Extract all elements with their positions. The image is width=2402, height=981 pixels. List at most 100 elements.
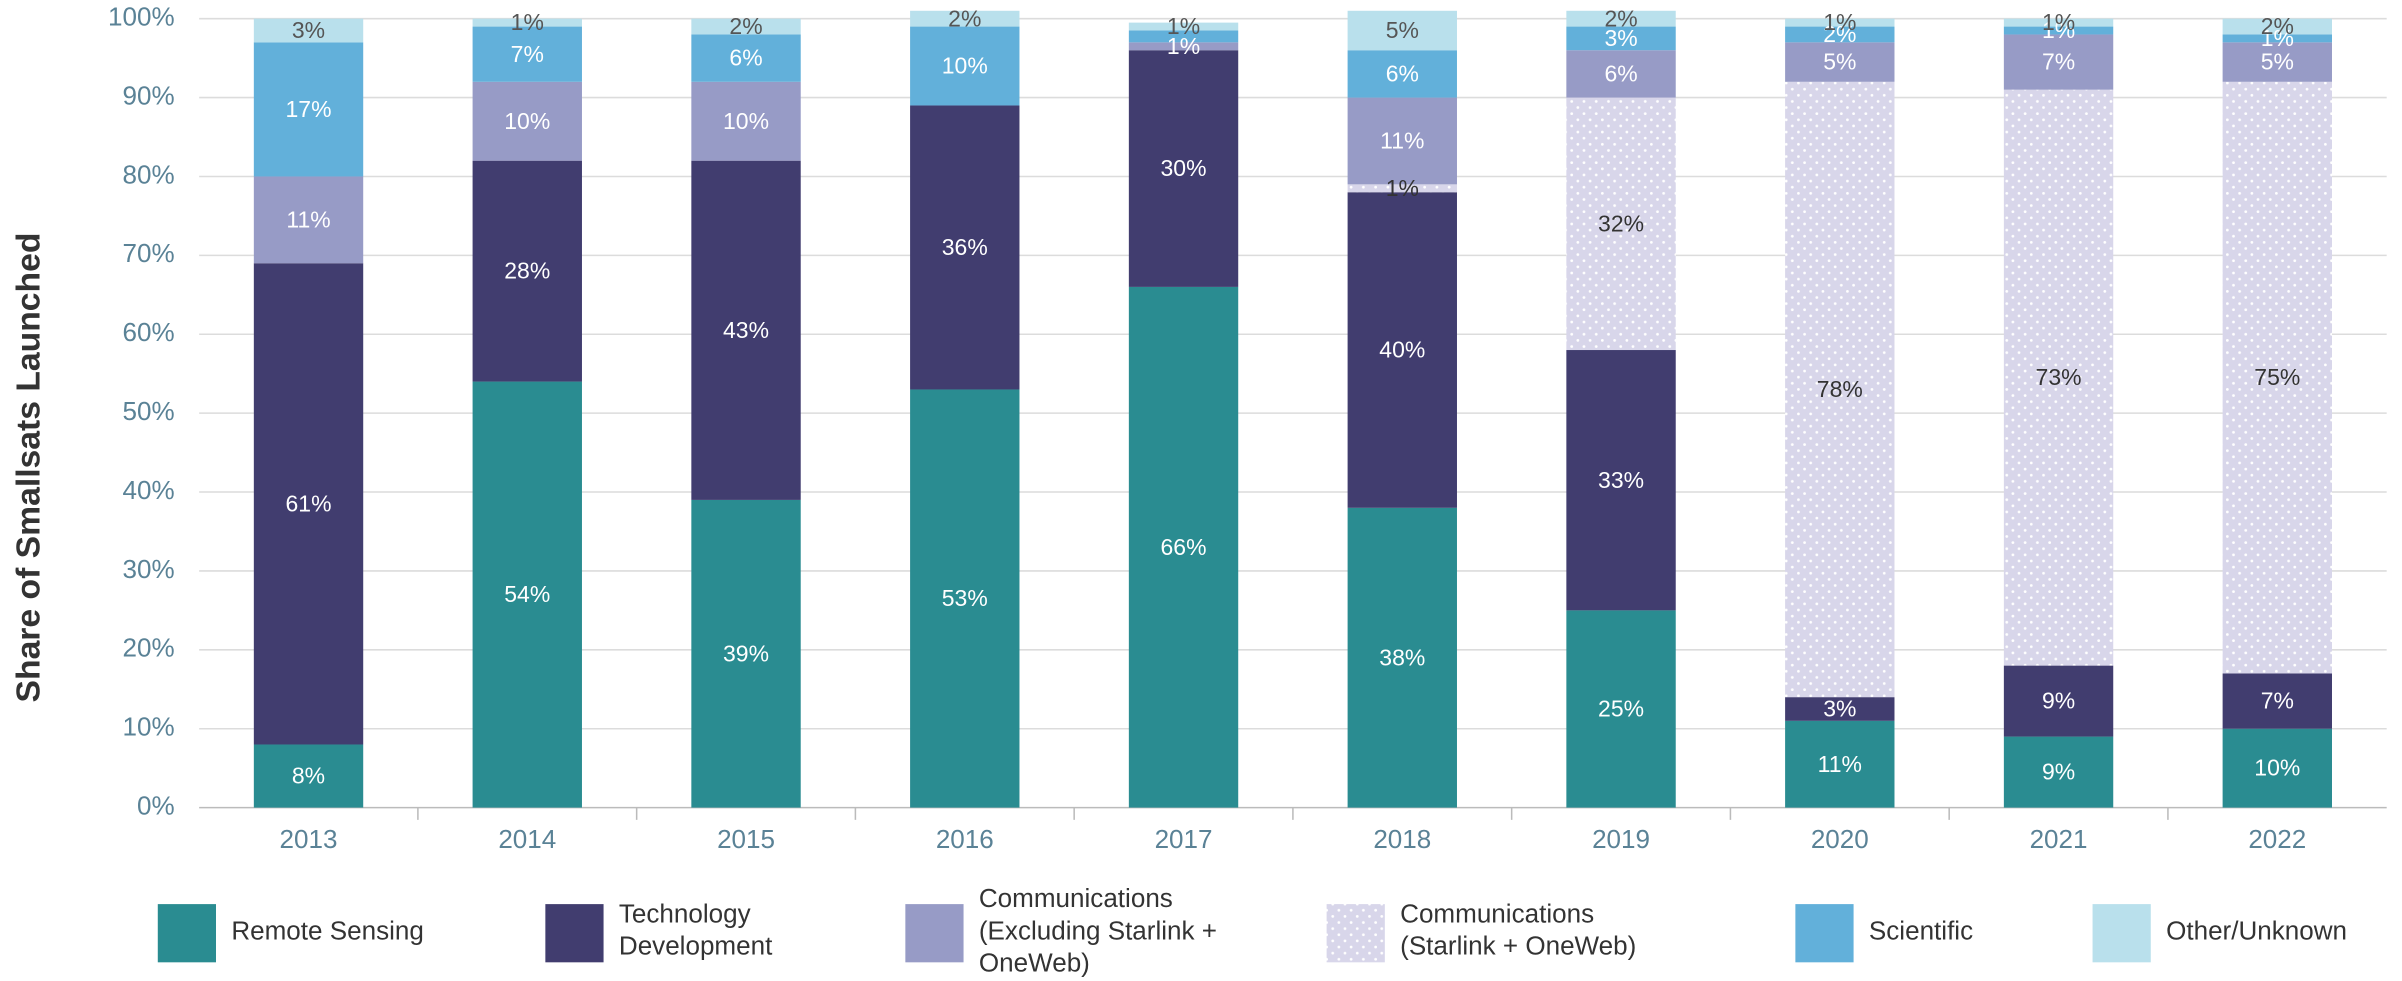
y-tick-label: 70% (123, 238, 175, 268)
value-label: 1% (1823, 9, 1856, 35)
bar-segment (253, 42, 364, 177)
value-label: 10% (504, 108, 550, 134)
bar-segment (2222, 34, 2332, 43)
bar-segment (2222, 728, 2332, 808)
legend-label: Communications (Excluding Starlink + One… (978, 883, 1217, 977)
value-label: 66% (1161, 534, 1207, 560)
legend-label-box: Other/Unknown (2166, 877, 2402, 981)
value-label: 1% (1386, 175, 1419, 201)
legend-label-box: Communications (Starlink + OneWeb) (1400, 899, 1637, 961)
value-label: 5% (2261, 49, 2294, 75)
bar-segment (1347, 50, 1457, 98)
legend-label-box: Remote Sensing (231, 915, 424, 945)
legend-label-box: Communications (Excluding Starlink + One… (979, 877, 1285, 981)
value-label: 1% (2042, 17, 2075, 43)
value-label: 39% (723, 640, 769, 666)
legend-label: Technology Development (618, 899, 773, 961)
bar-segment (1128, 286, 1239, 808)
bar-segment (1347, 192, 1457, 508)
value-label: 11% (1380, 128, 1424, 154)
bar-segment (1128, 50, 1239, 287)
value-label: 2% (1604, 5, 1637, 31)
bar-segment (2222, 18, 2332, 35)
legend-label-wrap: Scientific (1869, 877, 2175, 981)
bar-segment (1347, 10, 1457, 51)
legend-swatch (545, 904, 604, 963)
y-tick-label: 100% (108, 2, 175, 32)
bar-segment (1128, 42, 1239, 51)
y-tick-label: 10% (123, 712, 175, 742)
value-label: 3% (292, 17, 325, 43)
bar-segment (691, 499, 801, 808)
legend-label-wrap: Other/Unknown (2166, 877, 2402, 981)
bar-segment (1785, 42, 1895, 82)
y-tick-label: 60% (123, 317, 175, 347)
value-labels: 8%61%11%17%3%54%28%10%7%1%39%43%10%6%2%5… (286, 5, 2301, 788)
value-label: 1% (2261, 25, 2294, 51)
bar-segment (2222, 42, 2332, 82)
value-label: 53% (942, 585, 988, 611)
x-tick-label: 2015 (717, 824, 775, 854)
legend-swatch (157, 904, 216, 963)
value-label: 1% (2042, 9, 2075, 35)
value-label: 10% (723, 108, 769, 134)
legend-label-wrap: Technology Development (619, 877, 925, 981)
value-label: 43% (723, 317, 769, 343)
value-label: 33% (1598, 467, 1644, 493)
value-label: 73% (2036, 364, 2082, 390)
bar-segment (1785, 697, 1895, 721)
bar-segment (691, 81, 801, 161)
bar-segment (253, 263, 364, 745)
legend-swatch (905, 904, 964, 963)
bar-segment (2003, 26, 2114, 35)
value-label: 11% (286, 206, 330, 232)
value-label: 2% (729, 13, 762, 39)
y-tick-label: 80% (123, 159, 175, 189)
bar-segment (1566, 610, 1676, 808)
value-label: 3% (1604, 25, 1637, 51)
legend-label: Remote Sensing (231, 915, 424, 945)
x-tick-label: 2017 (1155, 824, 1213, 854)
value-label: 10% (942, 53, 988, 79)
value-label: 30% (1161, 155, 1207, 181)
x-tick-label: 2014 (498, 824, 556, 854)
x-tick-label: 2020 (1811, 824, 1869, 854)
bars (253, 10, 2332, 808)
bar-segment (2003, 18, 2114, 27)
bar-segment (2003, 89, 2114, 666)
value-label: 32% (1598, 210, 1644, 236)
bar-segment (910, 105, 1020, 390)
value-label: 40% (1379, 337, 1425, 363)
value-label: 9% (2042, 759, 2075, 785)
bar-segment (1785, 18, 1895, 27)
value-label: 38% (1379, 644, 1425, 670)
value-label: 2% (2261, 13, 2294, 39)
bar-segment (472, 18, 582, 27)
bar-segment (253, 18, 364, 43)
value-label: 25% (1598, 696, 1644, 722)
legend-label: Communications (Starlink + OneWeb) (1400, 899, 1637, 961)
value-label: 6% (729, 45, 762, 71)
bar-segment (472, 26, 582, 82)
legend-label-wrap: Communications (Excluding Starlink + One… (979, 877, 1285, 981)
x-tick-label: 2021 (2030, 824, 2088, 854)
bar-segment (910, 389, 1020, 808)
bar-segment (253, 176, 364, 264)
bar-segment (1347, 507, 1457, 808)
x-tick-label: 2018 (1373, 824, 1431, 854)
bar-segment (1785, 720, 1895, 808)
legend-swatch (1326, 904, 1385, 963)
value-label: 75% (2254, 364, 2300, 390)
legend: Remote Sensing Technology Development Comm… (157, 877, 2402, 981)
y-tick-label: 90% (123, 80, 175, 110)
value-label: 7% (511, 41, 544, 67)
value-label: 17% (286, 96, 332, 122)
value-label: 1% (1167, 13, 1200, 39)
bar-segment (472, 381, 582, 808)
value-label: 5% (1386, 17, 1419, 43)
value-label: 10% (2254, 755, 2300, 781)
bar-segment (910, 10, 1020, 27)
bar-segment (1347, 97, 1457, 185)
value-label: 7% (2042, 49, 2075, 75)
